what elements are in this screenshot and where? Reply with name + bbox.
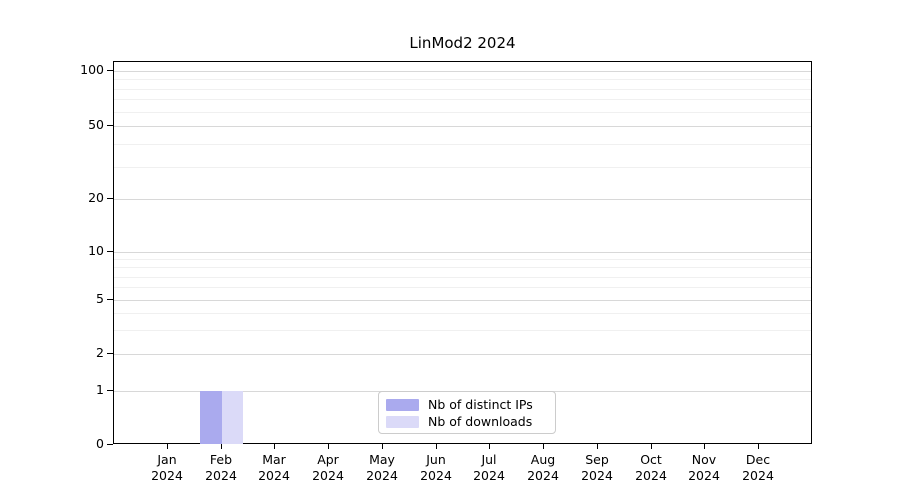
y-axis-tick	[107, 198, 113, 199]
x-axis-tick	[489, 444, 490, 449]
legend-swatch	[386, 398, 419, 411]
x-axis-tick-label: Mar 2024	[258, 452, 290, 483]
minor-gridline	[114, 111, 811, 113]
chart-title: LinMod2 2024	[409, 34, 516, 52]
x-axis-tick-label: Nov 2024	[688, 452, 720, 483]
legend-label: Nb of distinct IPs	[428, 397, 533, 412]
y-axis-tick	[107, 444, 113, 445]
minor-gridline	[114, 313, 811, 315]
y-axis-tick	[107, 353, 113, 354]
minor-gridline	[114, 143, 811, 145]
y-axis-tick	[107, 299, 113, 300]
x-axis-tick	[221, 444, 222, 449]
minor-gridline	[114, 166, 811, 168]
y-axis-tick-label: 5	[96, 291, 104, 306]
y-axis-tick	[107, 390, 113, 391]
x-axis-tick-label: Jan 2024	[151, 452, 183, 483]
y-axis-tick-label: 20	[88, 190, 104, 205]
x-axis-tick-label: Feb 2024	[205, 452, 237, 483]
x-axis-tick	[758, 444, 759, 449]
minor-gridline	[114, 79, 811, 81]
x-axis-tick	[704, 444, 705, 449]
legend-swatch	[386, 415, 419, 428]
x-axis-tick-label: Apr 2024	[312, 452, 344, 483]
y-axis-tick-label: 0	[96, 436, 104, 451]
legend-label: Nb of downloads	[428, 414, 533, 429]
x-axis-tick	[651, 444, 652, 449]
x-axis-tick-label: Sep 2024	[581, 452, 613, 483]
x-axis-tick	[167, 444, 168, 449]
y-axis-tick	[107, 251, 113, 252]
plot-area	[113, 61, 812, 444]
major-gridline	[114, 71, 811, 72]
x-axis-tick-label: Aug 2024	[527, 452, 559, 483]
x-axis-tick	[543, 444, 544, 449]
minor-gridline	[114, 99, 811, 101]
minor-gridline	[114, 287, 811, 289]
minor-gridline	[114, 88, 811, 90]
y-axis-tick	[107, 70, 113, 71]
minor-gridline	[114, 330, 811, 332]
x-axis-tick	[382, 444, 383, 449]
x-axis-tick-label: Jul 2024	[473, 452, 505, 483]
x-axis-tick-label: Oct 2024	[635, 452, 667, 483]
x-axis-tick	[597, 444, 598, 449]
major-gridline	[114, 199, 811, 200]
y-axis-tick-label: 2	[96, 345, 104, 360]
y-axis-tick-label: 1	[96, 382, 104, 397]
major-gridline	[114, 354, 811, 355]
x-axis-tick-label: Jun 2024	[420, 452, 452, 483]
minor-gridline	[114, 276, 811, 278]
y-axis-tick-label: 50	[88, 117, 104, 132]
y-axis-tick	[107, 125, 113, 126]
legend-entry: Nb of downloads	[386, 414, 547, 429]
y-axis-tick-label: 10	[88, 243, 104, 258]
minor-gridline	[114, 259, 811, 261]
minor-gridline	[114, 267, 811, 269]
x-axis-tick	[274, 444, 275, 449]
legend: Nb of distinct IPs Nb of downloads	[378, 391, 556, 434]
x-axis-tick-label: May 2024	[366, 452, 398, 483]
x-axis-tick-label: Dec 2024	[742, 452, 774, 483]
x-axis-tick	[436, 444, 437, 449]
major-gridline	[114, 300, 811, 301]
x-axis-tick	[328, 444, 329, 449]
legend-entry: Nb of distinct IPs	[386, 397, 547, 412]
y-axis-tick-label: 100	[80, 62, 104, 77]
major-gridline	[114, 252, 811, 253]
bar-nb-of-downloads	[221, 391, 244, 444]
major-gridline	[114, 126, 811, 127]
bar-nb-of-distinct-ips	[200, 391, 222, 444]
